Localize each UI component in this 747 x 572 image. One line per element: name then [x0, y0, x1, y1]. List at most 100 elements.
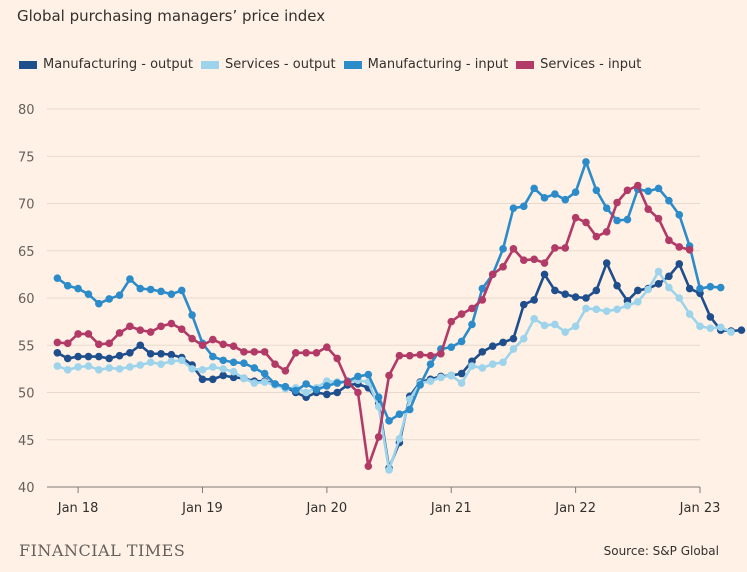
series-2-point-9: [146, 285, 155, 294]
series-3-point-35: [416, 350, 424, 359]
series-1-point-12: [177, 356, 186, 365]
series-2-point-54: [613, 216, 621, 225]
series-2-point-1: [63, 281, 72, 290]
series-3-point-52: [592, 232, 601, 241]
series-0-point-48: [551, 286, 559, 295]
series-0-point-54: [613, 281, 621, 290]
series-2-point-21: [271, 380, 279, 388]
series-0-point-27: [333, 388, 342, 397]
series-0-point-51: [582, 294, 590, 302]
series-0-point-42: [488, 342, 497, 350]
series-0-point-10: [157, 349, 165, 358]
series-1-point-58: [654, 267, 663, 276]
series-2-point-59: [665, 196, 673, 205]
series-2-point-23: [291, 386, 300, 395]
series-2-point-26: [323, 382, 331, 390]
series-line-3: [57, 184, 690, 468]
series-3-point-54: [613, 198, 621, 207]
legend-swatch-manufacturing-output: [19, 60, 37, 69]
series-1-point-51: [582, 304, 590, 313]
series-3-point-53: [602, 228, 611, 236]
series-0-point-5: [105, 354, 113, 363]
series-1-point-57: [644, 285, 652, 294]
source-note: Source: S&P Global: [603, 544, 719, 558]
y-tick-label-50: 50: [18, 387, 35, 402]
series-3-point-8: [136, 326, 145, 334]
series-1-point-37: [437, 373, 445, 382]
series-2-point-38: [447, 343, 456, 351]
legend-item-services-input: Services - input: [516, 57, 641, 72]
series-0-point-53: [602, 259, 611, 267]
series-1-point-46: [530, 314, 538, 323]
series-2-point-32: [385, 417, 393, 425]
series-0-point-66: [737, 326, 746, 334]
series-0-point-58: [654, 280, 663, 288]
series-3-point-28: [343, 378, 352, 386]
series-2-point-36: [426, 360, 435, 368]
series-0-point-26: [323, 390, 331, 399]
series-1-point-6: [115, 365, 124, 373]
series-0-point-7: [126, 349, 134, 357]
series-2-point-63: [706, 282, 715, 291]
series-2-point-27: [333, 379, 342, 387]
series-0-point-46: [530, 296, 538, 304]
series-1-point-62: [696, 322, 704, 331]
series-0-point-45: [519, 300, 528, 309]
x-tick-label-5: Jan 23: [679, 501, 721, 516]
legend-item-services-output: Services - output: [200, 57, 336, 72]
series-3-point-51: [582, 218, 590, 227]
series-3-point-16: [219, 340, 228, 349]
series-1-point-53: [602, 307, 611, 316]
series-1-point-9: [146, 358, 155, 367]
series-1-point-17: [229, 367, 238, 376]
series-2-point-53: [602, 204, 611, 213]
series-0-point-17: [229, 373, 238, 382]
series-3-point-21: [271, 360, 279, 368]
series-3-point-41: [478, 296, 487, 304]
series-2-point-5: [105, 295, 113, 303]
series-2-point-43: [499, 245, 507, 253]
series-0-point-50: [571, 293, 580, 301]
series-0-point-8: [136, 341, 145, 350]
y-tick-label-80: 80: [18, 103, 35, 118]
series-2-point-49: [561, 195, 570, 204]
series-1-point-2: [74, 363, 82, 371]
series-0-point-44: [509, 334, 518, 343]
series-1-point-56: [634, 297, 642, 306]
series-1-point-14: [198, 366, 207, 374]
series-3-point-25: [312, 349, 321, 357]
series-0-point-14: [198, 375, 207, 384]
series-3-point-44: [509, 245, 518, 253]
series-1-point-59: [665, 283, 673, 292]
series-3-point-33: [395, 351, 404, 360]
series-3-point-38: [447, 317, 456, 326]
legend-label-services-output: Services - output: [224, 57, 336, 72]
series-3-point-3: [84, 330, 93, 338]
series-1-point-13: [188, 365, 196, 373]
series-0-point-52: [592, 286, 601, 295]
legend-item-manufacturing-input: Manufacturing - input: [343, 57, 509, 72]
series-1-point-24: [302, 388, 310, 397]
series-2-point-44: [509, 204, 518, 213]
legend-label-services-input: Services - input: [540, 57, 642, 72]
series-1-point-18: [240, 374, 248, 383]
series-1-point-41: [478, 364, 487, 372]
series-1-point-65: [727, 328, 735, 336]
series-0-point-61: [685, 284, 694, 293]
series-1-point-55: [623, 301, 632, 310]
legend-item-manufacturing-output: Manufacturing - output: [19, 57, 193, 72]
series-2-point-7: [126, 275, 134, 283]
series-3-point-17: [229, 342, 238, 350]
x-tick-label-3: Jan 21: [430, 501, 472, 516]
series-1-point-0: [53, 362, 62, 370]
series-1-point-60: [675, 294, 684, 302]
x-tick-label-1: Jan 19: [181, 501, 223, 516]
legend-label-manufacturing-input: Manufacturing - input: [367, 57, 509, 72]
series-3-point-46: [530, 255, 538, 264]
series-1-point-43: [499, 358, 507, 367]
x-tick-label-4: Jan 22: [554, 501, 596, 516]
series-2-point-18: [240, 359, 248, 368]
series-3-point-0: [53, 338, 62, 347]
legend-swatch-services-output: [200, 60, 219, 69]
x-tick-label-2: Jan 20: [305, 501, 347, 516]
